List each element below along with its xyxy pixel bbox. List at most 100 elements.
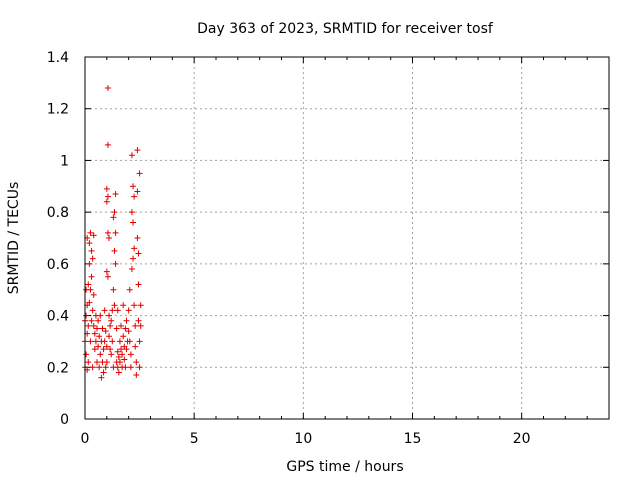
data-point [123, 346, 130, 353]
data-point [98, 374, 105, 381]
data-point [136, 170, 143, 177]
grid-layer [85, 57, 609, 419]
data-point [115, 353, 122, 360]
data-point [127, 364, 134, 371]
data-point [130, 255, 137, 262]
data-point [122, 325, 129, 332]
data-point [110, 286, 117, 293]
data-point [109, 307, 116, 314]
data-point [120, 302, 127, 309]
data-point [89, 364, 96, 371]
data-point [130, 183, 137, 190]
data-point [113, 325, 120, 332]
data-point [106, 235, 113, 241]
data-point [104, 85, 111, 92]
data-point [85, 281, 92, 288]
data-point [85, 359, 92, 366]
data-point [106, 312, 113, 319]
x-axis-label: GPS time / hours [286, 459, 403, 475]
data-point [135, 250, 142, 257]
data-point [131, 302, 138, 309]
data-point [116, 359, 123, 366]
data-point [83, 351, 90, 358]
data-point [91, 330, 98, 337]
data-point [119, 351, 126, 358]
data-point [109, 338, 116, 345]
data-point [90, 322, 97, 329]
data-point [102, 364, 109, 371]
data-point [96, 333, 103, 340]
y-tick-label: 0.4 [47, 309, 69, 325]
data-point [85, 322, 92, 329]
data-point [133, 372, 140, 379]
data-point [115, 369, 122, 376]
data-point [125, 307, 132, 314]
data-point [87, 229, 94, 236]
data-point [108, 317, 115, 324]
data-point [86, 260, 93, 267]
x-tick-label: 5 [190, 431, 199, 447]
data-point [103, 185, 110, 192]
data-point [134, 188, 141, 195]
data-point [96, 364, 103, 371]
data-point [86, 240, 93, 247]
data-point [95, 343, 102, 350]
data-point [108, 351, 115, 358]
data-point [88, 247, 95, 254]
data-point [128, 266, 135, 273]
y-tick-label: 0 [60, 412, 69, 428]
data-point [118, 346, 125, 353]
data-point [107, 322, 114, 329]
y-tick-label: 0.8 [47, 205, 69, 221]
data-point [100, 369, 107, 376]
data-point [104, 229, 111, 236]
data-point [118, 322, 125, 329]
data-point [94, 325, 101, 332]
data-point [111, 302, 118, 309]
data-point [112, 260, 119, 267]
x-tick-label: 0 [81, 431, 90, 447]
data-point [90, 232, 97, 239]
data-point [94, 359, 101, 366]
chart-title: Day 363 of 2023, SRMTID for receiver tos… [197, 21, 494, 37]
data-point [83, 312, 90, 319]
data-point [104, 141, 111, 148]
y-tick-label: 0.6 [47, 257, 69, 273]
data-point [134, 147, 141, 154]
data-point [132, 343, 139, 350]
data-point [91, 346, 98, 353]
data-point [103, 343, 110, 350]
data-point [128, 209, 135, 216]
data-point [88, 317, 95, 324]
plot-frame [84, 56, 610, 420]
data-point [89, 307, 96, 314]
data-point [120, 333, 127, 340]
data-point [104, 273, 111, 280]
data-point [102, 328, 109, 335]
data-point [135, 317, 142, 324]
data-point [97, 312, 104, 319]
data-point [116, 338, 123, 345]
data-point [87, 338, 94, 345]
data-point [104, 193, 111, 200]
data-point [122, 364, 129, 371]
y-axis-label: SRMTID / TECUs [6, 182, 22, 295]
data-point [92, 338, 99, 345]
data-point [114, 348, 121, 355]
data-point [126, 286, 133, 293]
data-point [106, 333, 113, 340]
data-point [107, 346, 114, 353]
data-point [136, 338, 143, 345]
data-point [128, 152, 135, 159]
data-point [131, 245, 138, 252]
data-point [130, 219, 137, 226]
data-point [95, 317, 102, 324]
x-tick-label: 15 [404, 431, 422, 447]
data-point [111, 209, 118, 216]
data-point [127, 351, 134, 358]
y-tick-label: 0.2 [47, 360, 69, 376]
data-point [112, 191, 119, 198]
data-point [103, 268, 110, 275]
